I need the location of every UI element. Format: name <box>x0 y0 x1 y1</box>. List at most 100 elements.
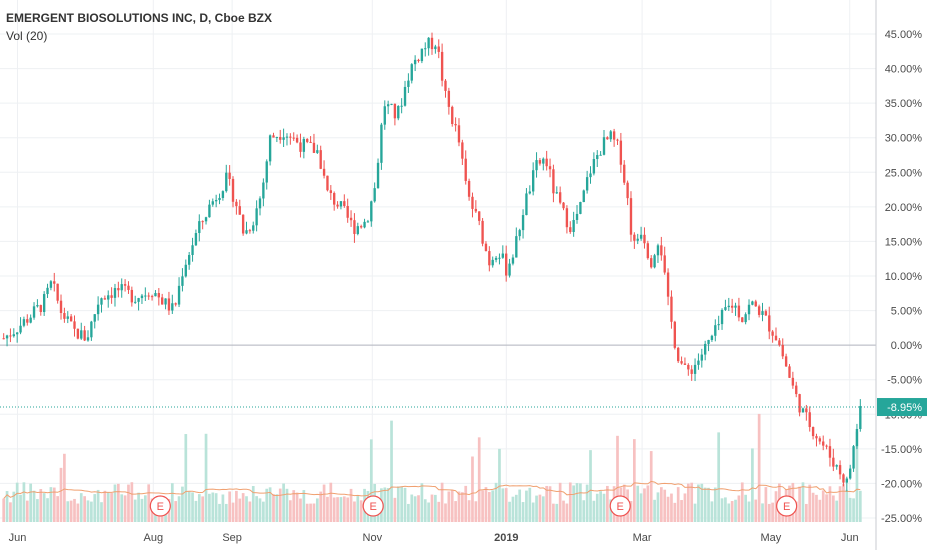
earnings-marker[interactable] <box>609 495 631 517</box>
candle-body <box>646 243 650 259</box>
volume-bar <box>356 496 360 522</box>
candle-body <box>140 295 144 299</box>
volume-bar <box>9 502 12 522</box>
candle-body <box>663 255 666 273</box>
volume-bar <box>845 489 849 522</box>
volume-bar <box>821 490 825 522</box>
volume-bar <box>737 495 741 522</box>
volume-bar <box>127 484 130 522</box>
volume-bar <box>292 490 296 522</box>
candle-body <box>262 182 265 199</box>
volume-bar <box>201 496 205 522</box>
volume-bar <box>56 496 59 522</box>
candle-body <box>666 272 670 297</box>
time-axis-tick: Aug <box>144 532 164 544</box>
price-axis-tick: 45.00% <box>885 29 923 41</box>
volume-bar <box>66 501 70 522</box>
volume-bar <box>22 482 26 522</box>
candle-body <box>515 236 518 258</box>
price-axis-tick: 5.00% <box>891 306 922 318</box>
volume-bar <box>410 494 414 522</box>
candle-body <box>528 191 531 194</box>
candle-body <box>265 161 268 183</box>
candle-body <box>370 201 373 222</box>
volume-bar <box>680 500 683 522</box>
volume-bar <box>96 489 100 522</box>
volume-bar <box>467 500 471 522</box>
volume-bar <box>798 486 801 522</box>
candle-body <box>231 178 235 202</box>
candle-body <box>329 190 333 194</box>
candle-body <box>258 198 262 209</box>
volume-bar <box>717 432 721 522</box>
volume-bar <box>349 488 353 522</box>
volume-bar <box>831 495 835 522</box>
earnings-marker[interactable] <box>776 495 798 517</box>
candle-body <box>413 59 417 65</box>
last-price-label-text: -8.95% <box>887 402 922 414</box>
volume-bar <box>332 497 336 522</box>
candle-body <box>154 293 157 297</box>
volume-bar <box>538 494 542 522</box>
candle-body <box>26 319 29 323</box>
candle-body <box>619 140 623 165</box>
candle-body <box>781 344 784 357</box>
volume-bar <box>299 498 302 522</box>
volume-bar <box>218 503 221 522</box>
volume-bar <box>15 482 19 522</box>
candle-body <box>177 285 181 305</box>
candle-body <box>707 339 710 344</box>
volume-bar <box>707 487 710 522</box>
candle-body <box>110 295 113 298</box>
volume-bar <box>511 496 515 522</box>
volume-bar <box>697 484 700 522</box>
price-axis-tick: 35.00% <box>885 98 923 110</box>
volume-bar <box>255 496 258 522</box>
candle-body <box>609 131 612 140</box>
volume-bar <box>117 483 120 522</box>
candle-body <box>687 364 690 370</box>
earnings-marker-label: E <box>783 501 790 513</box>
volume-bar <box>767 503 771 522</box>
volume-bar <box>329 482 333 522</box>
volume-bar <box>19 494 22 522</box>
volume-bar <box>258 498 262 522</box>
candle-body <box>474 208 478 212</box>
candle-body <box>471 196 474 209</box>
volume-bar <box>545 485 549 522</box>
volume-bars <box>2 413 862 522</box>
volume-bar <box>238 498 242 522</box>
volume-bar <box>208 493 211 522</box>
candle-body <box>359 226 363 228</box>
volume-bar <box>420 483 424 522</box>
volume-bar <box>666 496 670 522</box>
candle-body <box>420 48 424 62</box>
candle-body <box>198 221 201 234</box>
candle-body <box>343 201 346 206</box>
volume-indicator-label: Vol (20) <box>6 29 48 43</box>
candle-body <box>373 188 376 202</box>
candle-body <box>592 159 596 174</box>
volume-bar <box>272 494 275 522</box>
volume-bar <box>353 501 356 522</box>
volume-bar <box>481 490 484 522</box>
candle-body <box>795 385 798 395</box>
time-axis-tick: Jun <box>841 532 859 544</box>
volume-bar <box>471 456 474 522</box>
candle-body <box>552 169 555 194</box>
volume-bar <box>434 494 437 522</box>
earnings-marker[interactable] <box>362 495 384 517</box>
candle-body <box>83 330 86 341</box>
volume-bar <box>659 487 663 522</box>
candle-body <box>690 369 693 374</box>
time-axis-tick: 2019 <box>494 532 518 544</box>
candle-body <box>15 332 19 335</box>
volume-bar <box>110 493 113 522</box>
volume-bar <box>174 501 178 522</box>
volume-bar <box>204 433 208 522</box>
volume-bar <box>211 492 215 522</box>
earnings-marker[interactable] <box>149 495 171 517</box>
candle-body <box>815 436 818 439</box>
